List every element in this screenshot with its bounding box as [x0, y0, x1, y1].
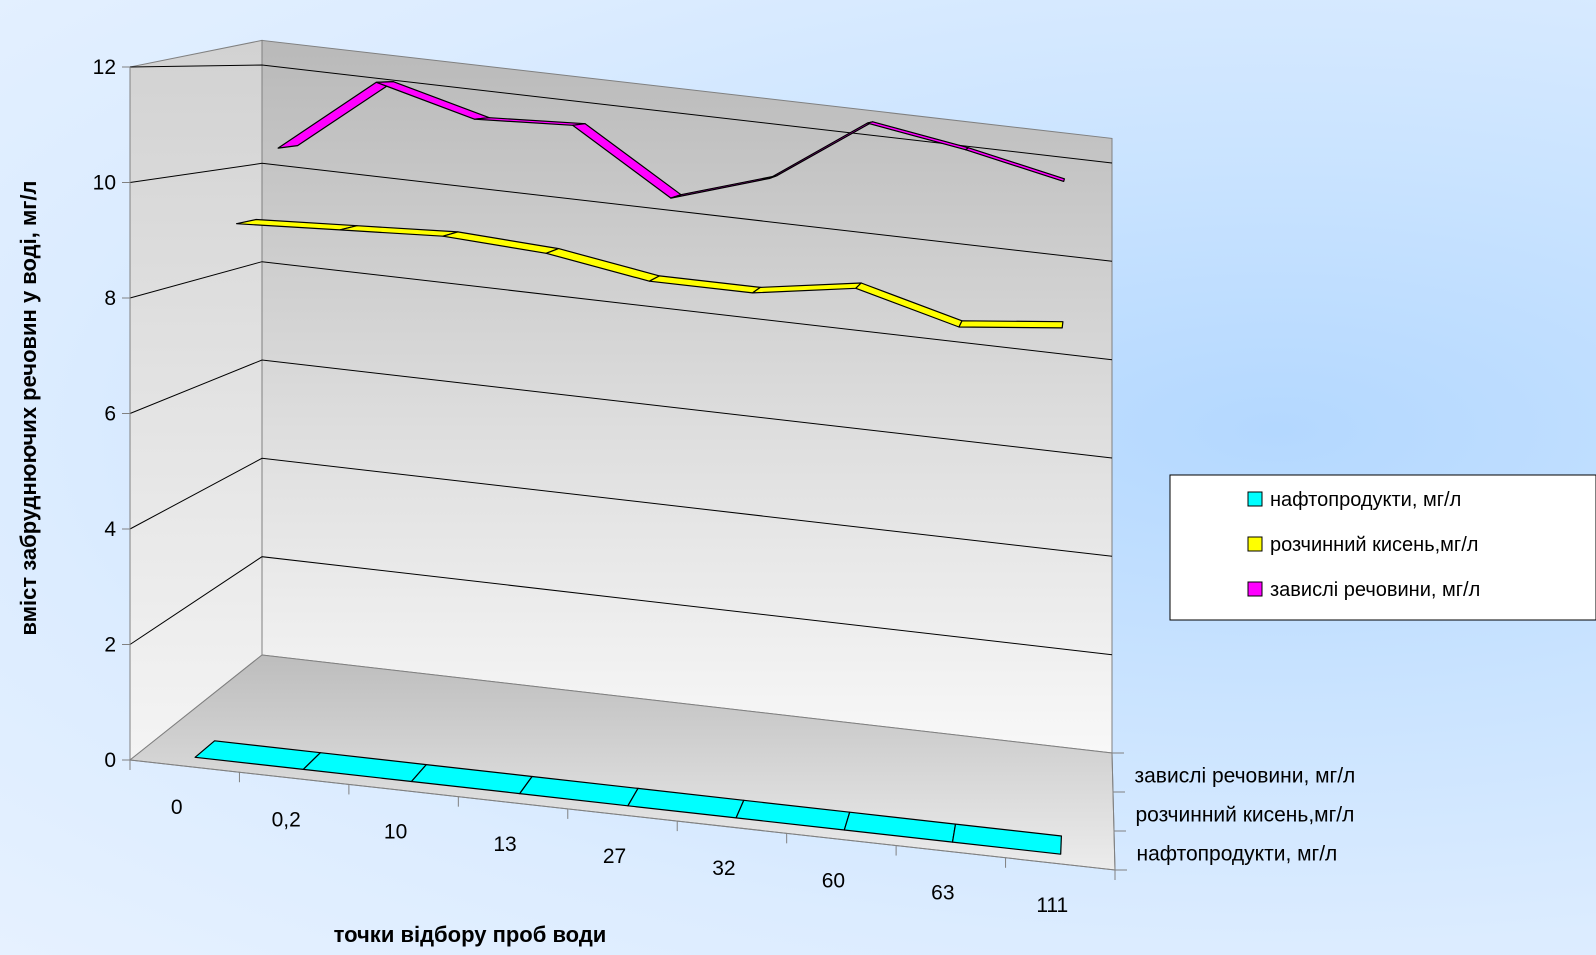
depth-tick-labels: завислі речовини, мг/л розчинний кисень,м… [1135, 765, 1356, 866]
gridline [129, 64, 1113, 164]
side-wall [129, 39, 263, 762]
x-tick-label: 32 [712, 857, 735, 880]
depth-label: нафтопродукти, мг/л [1137, 843, 1338, 866]
y-tick-label: 8 [104, 287, 116, 310]
series-layer [194, 81, 1066, 855]
x-axis [129, 759, 1116, 871]
gridline [129, 359, 1113, 459]
gridline [129, 457, 1113, 557]
legend-swatch [1247, 581, 1263, 597]
y-axis-title: вміст забруднюючих речовин у воді, мг/л [16, 180, 41, 635]
depth-label: розчинний кисень,мг/л [1136, 804, 1355, 827]
x-tick-label: 13 [493, 833, 516, 856]
x-tick-label: 10 [384, 821, 407, 844]
back-wall [261, 39, 1113, 754]
x-tick-label: 63 [931, 882, 954, 905]
depth-axis [1111, 752, 1116, 871]
gridlines [129, 64, 1113, 656]
y-tick-label: 12 [93, 56, 116, 79]
y-tick-label: 6 [104, 403, 116, 426]
x-tick-label: 27 [603, 845, 626, 868]
x-tick-label: 60 [822, 869, 845, 892]
legend-label: завислі речовини, мг/л [1270, 579, 1480, 601]
x-tick-labels: 0 0,2 10 13 27 32 60 63 111 [171, 796, 1068, 917]
axes [122, 66, 1127, 880]
ribbon-segment [964, 147, 1066, 182]
x-tick-label: 0 [171, 796, 183, 819]
y-tick-labels: 0 2 4 6 8 10 12 [93, 56, 117, 772]
gridline [129, 261, 1113, 361]
ribbon-segment [958, 320, 1064, 329]
legend-label: нафтопродукти, мг/л [1270, 489, 1461, 511]
series-2 [277, 81, 1066, 199]
gridline [129, 162, 1113, 262]
legend-label: розчинний кисень,мг/л [1270, 534, 1478, 556]
y-tick-label: 10 [93, 172, 116, 195]
series-1 [236, 218, 1064, 329]
y-tick-label: 4 [104, 518, 116, 541]
legend-swatch [1247, 536, 1263, 552]
legend: нафтопродукти, мг/л розчинний кисень,мг/л… [1169, 474, 1596, 621]
x-tick-label: 0,2 [272, 808, 301, 831]
x-tick-label: 111 [1036, 894, 1068, 917]
y-tick-label: 2 [104, 634, 116, 657]
ribbon-segment [951, 823, 1063, 855]
x-axis-title: точки відбору проб води [334, 922, 607, 947]
legend-swatch [1247, 491, 1263, 507]
gridline [129, 556, 1113, 656]
y-tick-label: 0 [104, 749, 116, 772]
series-0 [194, 740, 1063, 855]
depth-label: завислі речовини, мг/л [1135, 765, 1356, 788]
